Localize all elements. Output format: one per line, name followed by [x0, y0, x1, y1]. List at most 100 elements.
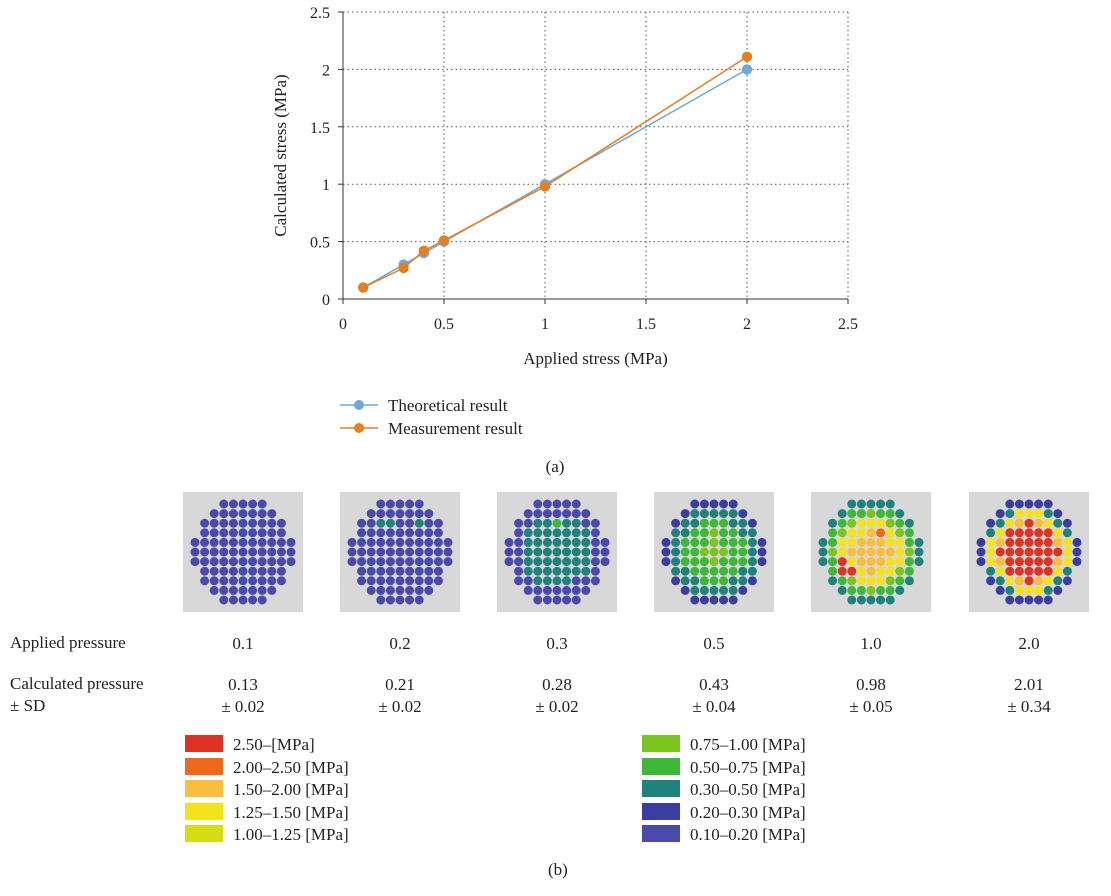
sensor-cell — [680, 576, 690, 586]
sensor-cell — [866, 499, 876, 509]
sensor-cell — [1062, 528, 1072, 538]
sensor-cell — [1024, 566, 1034, 576]
sensor-cell — [1014, 518, 1024, 528]
sensor-cell — [267, 557, 277, 567]
sensor-cell — [533, 547, 543, 557]
sd-value-4: ± 0.04 — [692, 697, 736, 716]
sensor-cell — [661, 557, 671, 567]
sensor-cell — [738, 576, 748, 586]
sensor-cell — [523, 557, 533, 567]
sd-value-2: ± 0.02 — [378, 697, 422, 716]
sensor-cell — [395, 566, 405, 576]
sensor-cell — [376, 547, 386, 557]
applied-value-1: 0.1 — [232, 634, 254, 653]
sensor-cell — [995, 585, 1005, 595]
sensor-cell — [238, 585, 248, 595]
legend-marker-1 — [354, 400, 364, 410]
sensor-cell — [286, 557, 296, 567]
sd-value-5: ± 0.05 — [849, 697, 893, 716]
sensor-cell — [257, 557, 267, 567]
sensor-cell — [904, 576, 914, 586]
calculated-value-4: 0.43 — [699, 675, 729, 694]
sensor-cell — [1072, 537, 1082, 547]
sensor-cell — [1005, 509, 1015, 519]
sensor-cell — [876, 499, 886, 509]
sensor-cell — [562, 509, 572, 519]
sensor-cell — [709, 528, 719, 538]
sensor-cell — [738, 547, 748, 557]
sensor-cell — [895, 537, 905, 547]
sensor-cell — [719, 537, 729, 547]
sensor-cell — [542, 537, 552, 547]
sensor-cell — [866, 518, 876, 528]
sensor-cell — [433, 537, 443, 547]
sensor-cell — [209, 585, 219, 595]
sensor-cell — [424, 576, 434, 586]
sensor-cell — [719, 576, 729, 586]
sensor-cell — [1062, 576, 1072, 586]
sensor-cell — [876, 576, 886, 586]
sensor-cell — [680, 518, 690, 528]
sensor-cell — [728, 566, 738, 576]
sensor-cell — [1053, 566, 1063, 576]
sensor-cell — [286, 547, 296, 557]
sensor-cell — [414, 576, 424, 586]
sensor-cell — [1062, 547, 1072, 557]
row-label-calculated: Calculated pressure — [10, 674, 144, 693]
calculated-value-2: 0.21 — [385, 675, 415, 694]
sensor-cell — [514, 537, 524, 547]
sensor-cell — [690, 566, 700, 576]
sensor-cell — [552, 547, 562, 557]
sensor-cell — [1034, 518, 1044, 528]
sensor-cell — [248, 585, 258, 595]
sensor-cell — [895, 509, 905, 519]
sensor-cell — [747, 557, 757, 567]
sensor-cell — [866, 528, 876, 538]
sensor-cell — [395, 509, 405, 519]
sensor-cell — [600, 557, 610, 567]
sensor-cell — [699, 547, 709, 557]
sensor-cell — [533, 518, 543, 528]
sensor-cell — [542, 509, 552, 519]
sensor-cell — [385, 518, 395, 528]
sensor-cell — [904, 557, 914, 567]
sensor-cell — [395, 595, 405, 605]
sensor-cell — [885, 576, 895, 586]
sensor-cell — [671, 566, 681, 576]
sensor-cell — [219, 499, 229, 509]
sensor-cell — [357, 537, 367, 547]
scale-item-9: 0.20–0.30 [MPa] — [642, 802, 806, 825]
axes — [338, 11, 849, 304]
applied-value-5: 1.0 — [860, 634, 882, 653]
sensor-cell — [828, 537, 838, 547]
sensor-cell — [190, 557, 200, 567]
sensor-cell — [238, 499, 248, 509]
calculated-value-3: 0.28 — [542, 675, 572, 694]
sensor-cell — [552, 566, 562, 576]
sensor-cell — [590, 518, 600, 528]
sensor-cell — [200, 518, 210, 528]
x-tick-label: 1.5 — [636, 316, 656, 333]
calculated-value-6: 2.01 — [1014, 675, 1044, 694]
sensor-cell — [209, 566, 219, 576]
sensor-cell — [837, 547, 847, 557]
sensor-cell — [876, 537, 886, 547]
y-tick-label: 0 — [322, 292, 330, 309]
sensor-cell — [257, 518, 267, 528]
sensor-cell — [238, 557, 248, 567]
sensor-cell — [562, 518, 572, 528]
scale-swatch — [642, 757, 680, 775]
sensor-cell — [366, 557, 376, 567]
sensor-cell — [904, 518, 914, 528]
sensor-cell — [200, 537, 210, 547]
sensor-cell — [709, 557, 719, 567]
y-tick-label: 1 — [322, 177, 330, 194]
sensor-cell — [228, 595, 238, 605]
sensor-cell — [552, 499, 562, 509]
sensor-cell — [856, 585, 866, 595]
applied-value-4: 0.5 — [703, 634, 725, 653]
sensor-cell — [837, 509, 847, 519]
sensor-cell — [1062, 518, 1072, 528]
sensor-cell — [690, 595, 700, 605]
sensor-cell — [571, 537, 581, 547]
